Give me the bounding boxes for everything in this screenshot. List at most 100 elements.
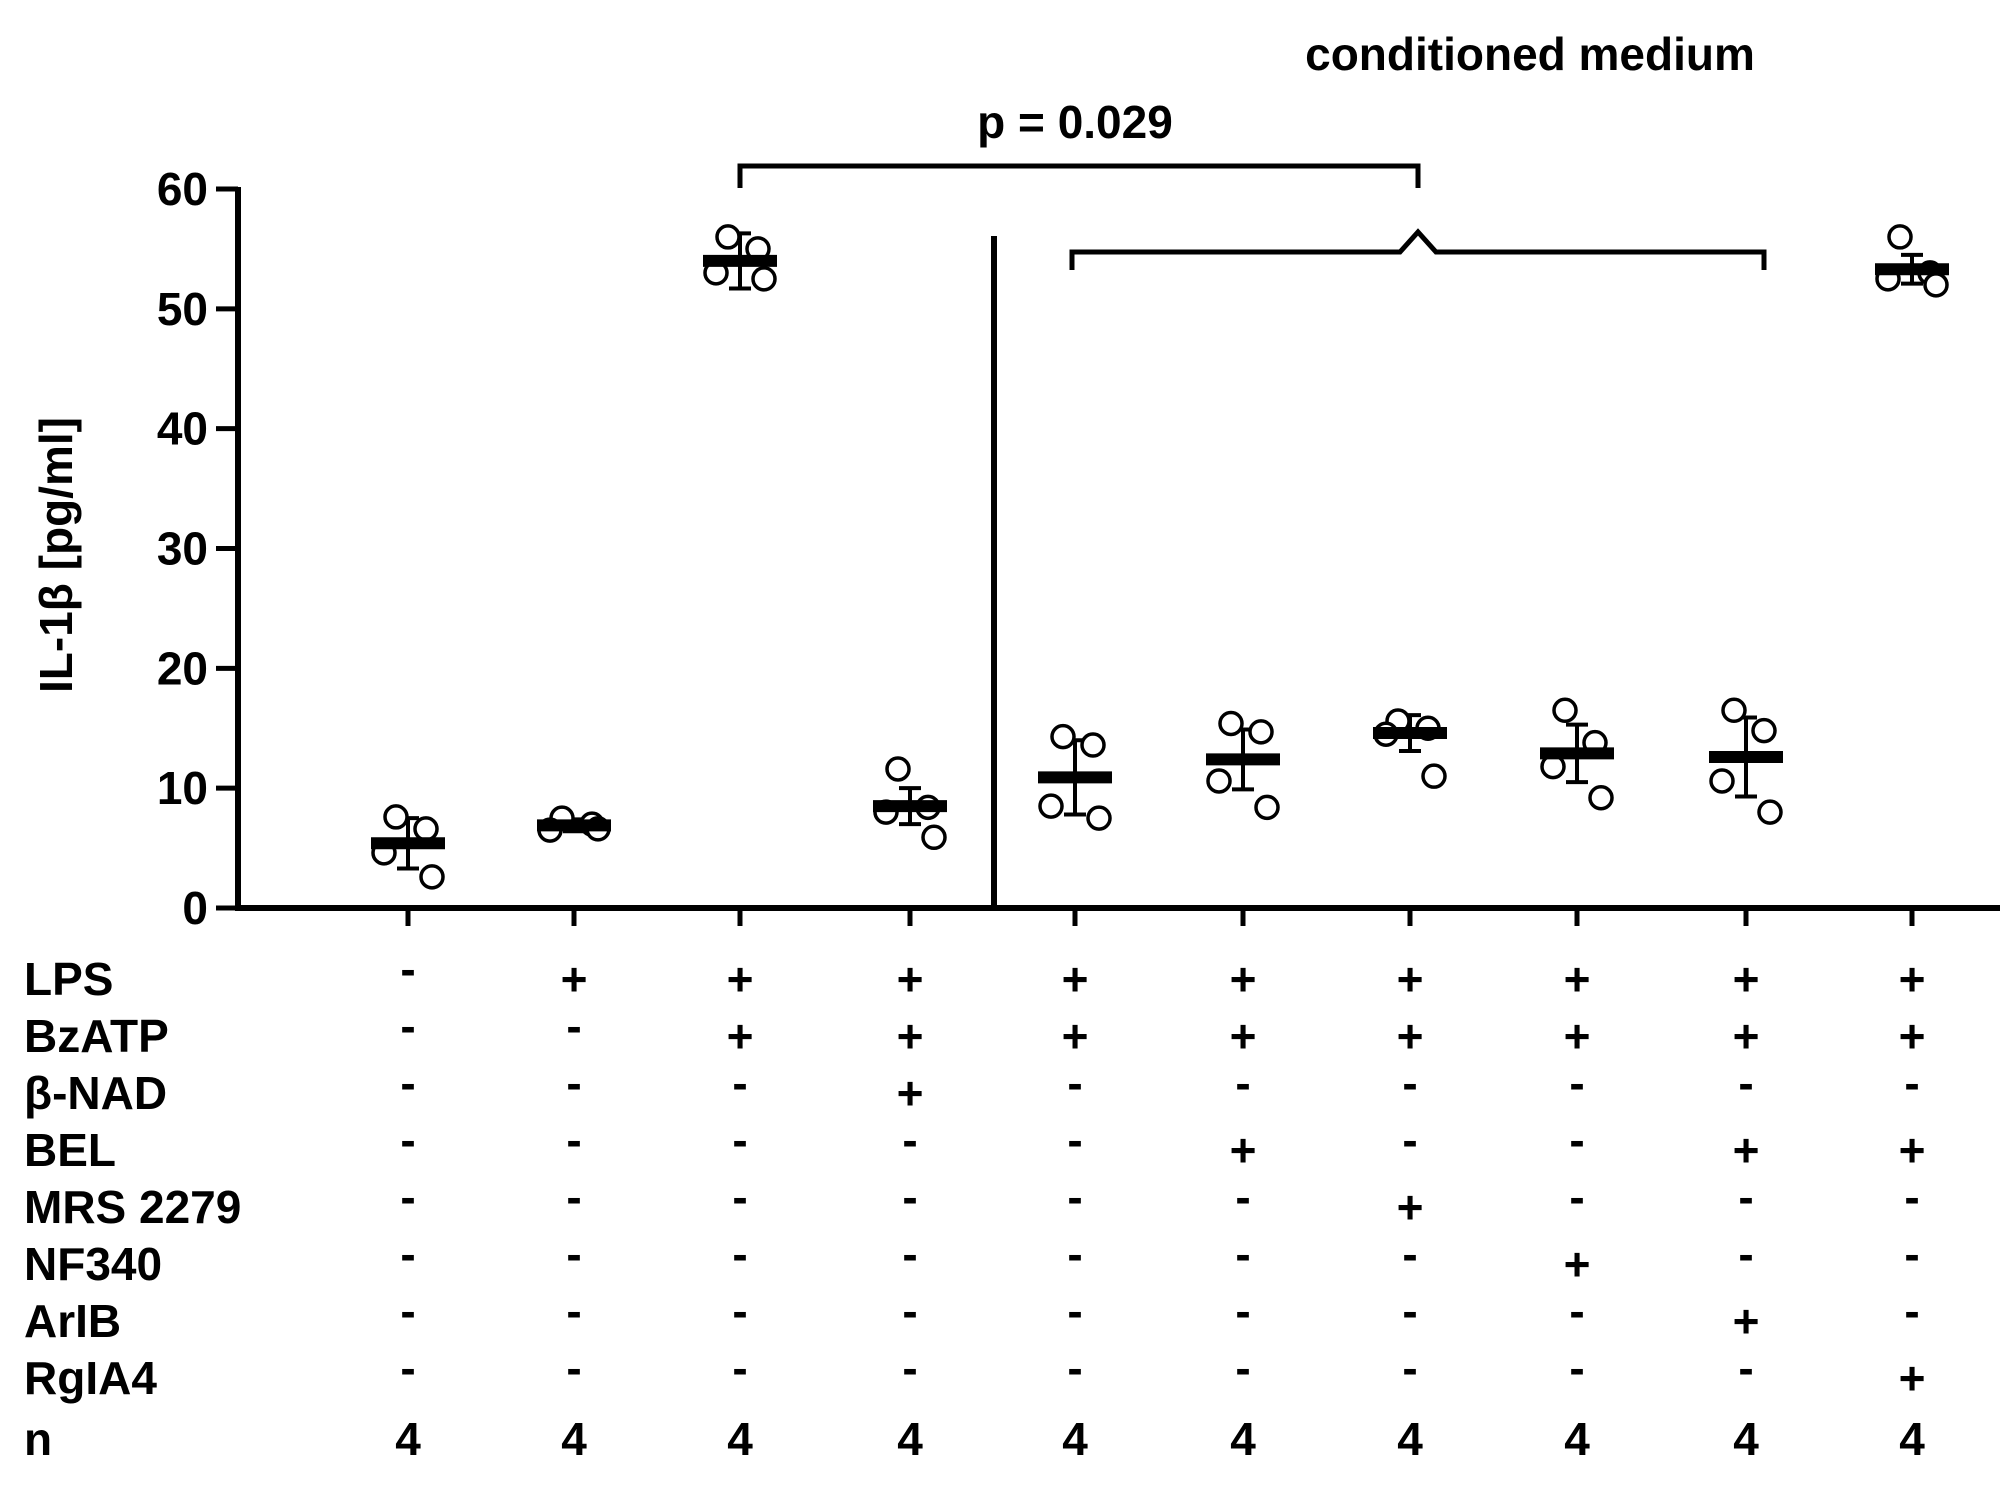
- cell-rgia4-10: +: [1899, 1352, 1926, 1404]
- cell-bzatp-5: +: [1062, 1010, 1089, 1062]
- axes: [235, 187, 2000, 926]
- cell-nf340-3: -: [732, 1228, 747, 1280]
- cell-bzatp-2: -: [566, 1000, 581, 1052]
- cell-rgia4-6: -: [1235, 1342, 1250, 1394]
- cell-nf340-2: -: [566, 1228, 581, 1280]
- cell-bel-2: -: [566, 1114, 581, 1166]
- cell-rgia4-8: -: [1569, 1342, 1584, 1394]
- cell-nf340-8: +: [1564, 1238, 1591, 1290]
- cell-lps-10: +: [1899, 953, 1926, 1005]
- cell-n-9: 4: [1733, 1413, 1759, 1465]
- cell-lps-3: +: [727, 953, 754, 1005]
- cell-nad-3: -: [732, 1057, 747, 1109]
- data-point-1-4: [419, 864, 445, 890]
- cell-bel-7: -: [1402, 1114, 1417, 1166]
- cell-mrs-2279-7: +: [1397, 1181, 1424, 1233]
- cell-lps-7: +: [1397, 953, 1424, 1005]
- data-marks: [371, 224, 1949, 890]
- cell-arib-10: -: [1904, 1285, 1919, 1337]
- cell-bel-8: -: [1569, 1114, 1584, 1166]
- cell-bel-4: -: [902, 1114, 917, 1166]
- p-value-label: p = 0.029: [977, 96, 1173, 148]
- cell-n-4: 4: [897, 1413, 923, 1465]
- cell-rgia4-4: -: [902, 1342, 917, 1394]
- data-point-6-1: [1218, 710, 1244, 737]
- cell-bel-9: +: [1733, 1124, 1760, 1176]
- cell-lps-1: -: [400, 943, 415, 995]
- cell-bzatp-8: +: [1564, 1010, 1591, 1062]
- data-point-7-4: [1421, 763, 1447, 789]
- row-label-lps: LPS: [24, 953, 113, 1005]
- cell-bel-1: -: [400, 1114, 415, 1166]
- data-point-4-4: [921, 824, 947, 851]
- cell-lps-8: +: [1564, 953, 1591, 1005]
- cell-n-5: 4: [1062, 1413, 1088, 1465]
- cell-arib-1: -: [400, 1285, 415, 1337]
- data-point-6-4: [1254, 794, 1280, 821]
- data-point-3-4: [751, 266, 777, 292]
- row-label-arib: ArIB: [24, 1295, 121, 1347]
- cell-bel-10: +: [1899, 1124, 1926, 1176]
- data-point-1-1: [383, 804, 409, 830]
- cell-bzatp-6: +: [1230, 1010, 1257, 1062]
- cell-mrs-2279-3: -: [732, 1171, 747, 1223]
- cell-lps-6: +: [1230, 953, 1257, 1005]
- cell-arib-6: -: [1235, 1285, 1250, 1337]
- cell-lps-2: +: [561, 953, 588, 1005]
- treatment-table: LPS - + + + + + + + + +BzATP - - + + + + + + + +β-NAD - - - + - - -…: [24, 943, 1925, 1465]
- row-label-n: n: [24, 1413, 52, 1465]
- row-label-nf340: NF340: [24, 1238, 162, 1290]
- data-point-9-1: [1721, 697, 1747, 724]
- cell-bzatp-7: +: [1397, 1010, 1424, 1062]
- cell-lps-4: +: [897, 953, 924, 1005]
- pvalue-bracket: [737, 163, 1421, 188]
- cell-arib-8: -: [1569, 1285, 1584, 1337]
- cell-n-10: 4: [1899, 1413, 1925, 1465]
- cell-arib-2: -: [566, 1285, 581, 1337]
- cell-bzatp-4: +: [897, 1010, 924, 1062]
- cell-rgia4-5: -: [1067, 1342, 1082, 1394]
- cell-lps-9: +: [1733, 953, 1760, 1005]
- cell-nf340-9: -: [1738, 1228, 1753, 1280]
- cell-nad-6: -: [1235, 1057, 1250, 1109]
- data-point-9-2: [1751, 717, 1777, 744]
- group-brace: [1069, 228, 1767, 270]
- cell-nad-7: -: [1402, 1057, 1417, 1109]
- row-label-mrs-2279: MRS 2279: [24, 1181, 241, 1233]
- cell-nf340-5: -: [1067, 1228, 1082, 1280]
- cell-n-6: 4: [1230, 1413, 1256, 1465]
- cell-mrs-2279-8: -: [1569, 1171, 1584, 1223]
- data-point-6-3: [1206, 768, 1232, 794]
- cell-nad-8: -: [1569, 1057, 1584, 1109]
- cell-nad-9: -: [1738, 1057, 1753, 1109]
- cell-bzatp-3: +: [727, 1010, 754, 1062]
- y-axis-ticks: 0 10 20 30 40 50 60: [157, 163, 238, 934]
- cell-arib-7: -: [1402, 1285, 1417, 1337]
- data-point-10-1: [1887, 224, 1913, 250]
- cell-arib-4: -: [902, 1285, 917, 1337]
- cell-arib-5: -: [1067, 1285, 1082, 1337]
- cell-mrs-2279-5: -: [1067, 1171, 1082, 1223]
- y-tick-label-40: 40: [157, 403, 208, 455]
- cell-rgia4-1: -: [400, 1342, 415, 1394]
- cell-arib-3: -: [732, 1285, 747, 1337]
- cell-mrs-2279-9: -: [1738, 1171, 1753, 1223]
- data-point-5-1: [1050, 723, 1076, 750]
- data-point-10-4: [1923, 272, 1949, 298]
- cell-bzatp-10: +: [1899, 1010, 1926, 1062]
- data-point-1-2: [413, 816, 439, 842]
- y-tick-label-20: 20: [157, 642, 208, 694]
- cell-n-2: 4: [561, 1413, 587, 1465]
- cell-mrs-2279-1: -: [400, 1171, 415, 1223]
- cell-nad-10: -: [1904, 1057, 1919, 1109]
- cell-nf340-7: -: [1402, 1228, 1417, 1280]
- cell-n-8: 4: [1564, 1413, 1590, 1465]
- cell-nf340-1: -: [400, 1228, 415, 1280]
- data-point-5-2: [1080, 732, 1106, 758]
- cell-nad-5: -: [1067, 1057, 1082, 1109]
- cell-nad-1: -: [400, 1057, 415, 1109]
- row-label-bzatp: BzATP: [24, 1010, 169, 1062]
- cell-n-1: 4: [395, 1413, 421, 1465]
- cell-bel-5: -: [1067, 1114, 1082, 1166]
